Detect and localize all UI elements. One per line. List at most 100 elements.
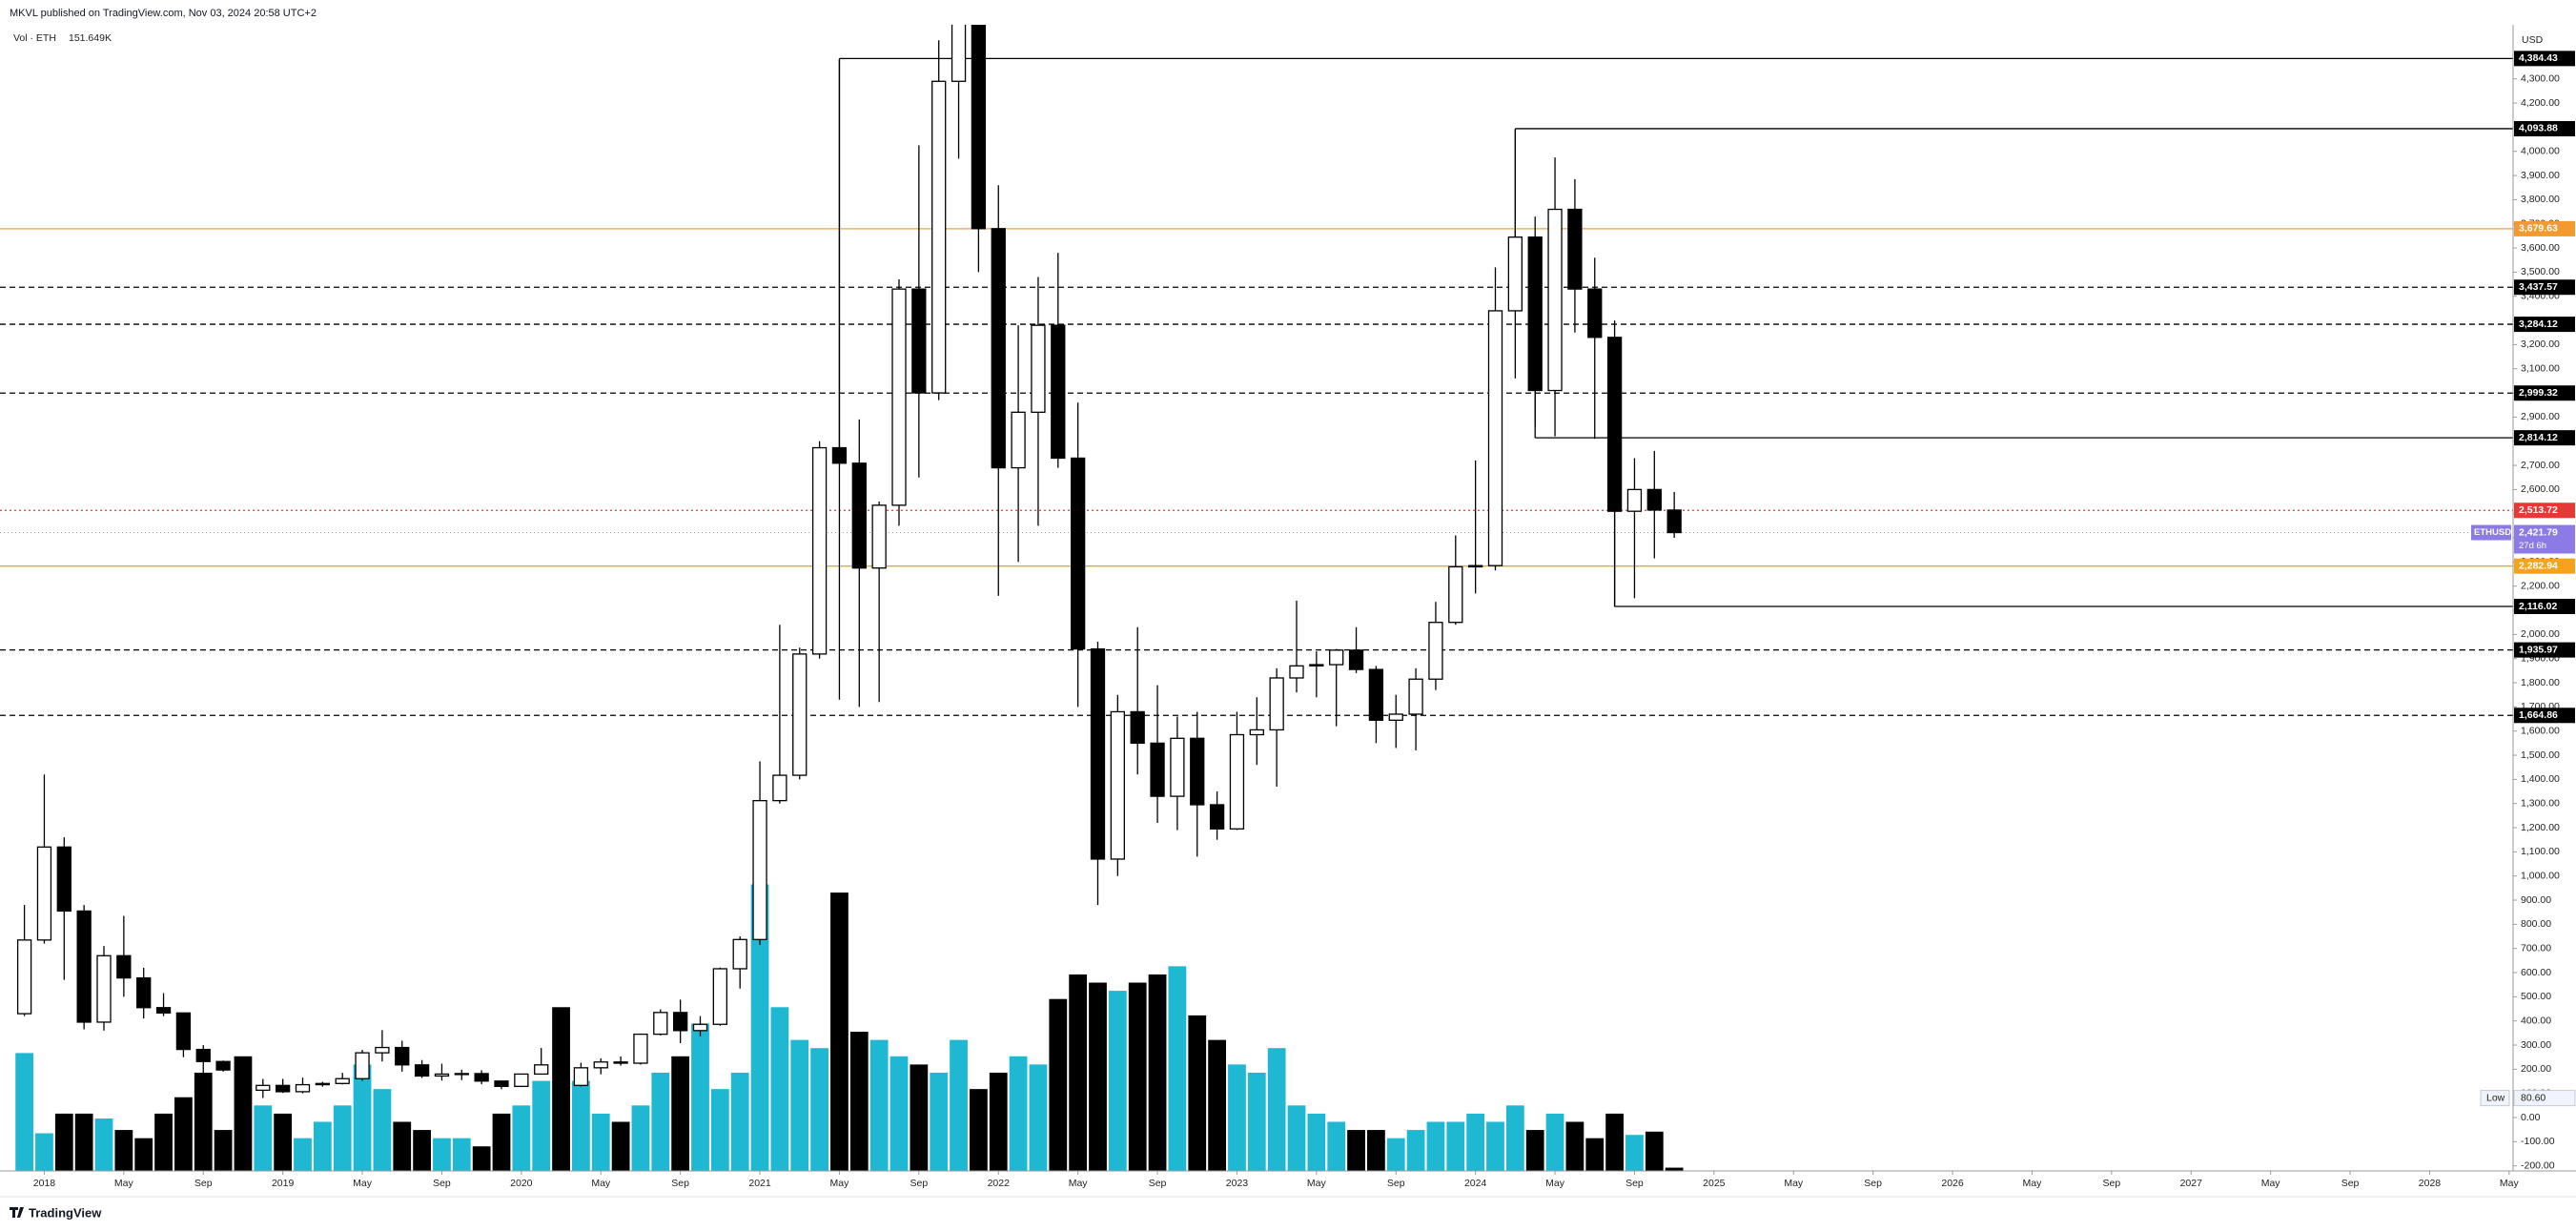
currency-label: USD: [2522, 34, 2544, 46]
volume-bar: [1605, 1113, 1624, 1171]
level-tag: [2514, 279, 2575, 296]
footer-logo: [10, 1207, 24, 1218]
volume-legend-name: Vol · ETH: [13, 32, 56, 44]
volume-bar: [1267, 1048, 1286, 1171]
candle-body: [335, 1077, 350, 1084]
y-tick-label: -100.00: [2521, 1136, 2555, 1147]
low-tag-name: Low: [2486, 1092, 2505, 1103]
x-tick-label: May: [1069, 1178, 1089, 1189]
candle-body: [1348, 649, 1364, 670]
candle-body: [96, 954, 112, 1023]
candle-body: [1527, 236, 1543, 392]
y-tick-label: 0.00: [2521, 1112, 2541, 1123]
candle-body: [891, 288, 907, 506]
candle-body: [1209, 804, 1225, 830]
x-tick-label: Sep: [1864, 1178, 1882, 1189]
candle-body: [355, 1052, 370, 1079]
candle-body: [673, 1012, 688, 1032]
y-tick-label: 1,600.00: [2521, 725, 2560, 736]
volume-bar: [750, 884, 769, 1171]
candle-body: [1329, 649, 1344, 666]
y-tick-label: 800.00: [2521, 918, 2551, 930]
y-tick-label: 3,500.00: [2521, 266, 2560, 277]
volume-bar: [54, 1113, 73, 1171]
candle-body: [454, 1073, 469, 1076]
x-tick-label: Sep: [671, 1178, 689, 1189]
volume-bar: [413, 1130, 431, 1171]
volume-bar: [869, 1039, 889, 1171]
candle-body: [215, 1060, 231, 1071]
x-tick-label: 2027: [2180, 1178, 2203, 1189]
candle-body: [1587, 288, 1603, 339]
level-tag: [2514, 598, 2575, 614]
header: MKVL published on TradingView.com, Nov 0…: [10, 8, 317, 19]
x-tick-label: 2026: [1941, 1178, 1964, 1189]
y-tick-label: 900.00: [2521, 894, 2551, 906]
candle-body: [1229, 733, 1245, 830]
y-tick-label: 2,700.00: [2521, 460, 2560, 471]
candle-body: [1547, 208, 1563, 392]
level-tag: [2514, 642, 2575, 658]
candle-body: [155, 1007, 172, 1014]
candle-body: [195, 1048, 211, 1062]
volume-bar: [1386, 1138, 1405, 1171]
y-tick-label: 4,000.00: [2521, 146, 2560, 157]
x-tick-label: 2023: [1226, 1178, 1249, 1189]
x-tick-label: Sep: [1149, 1178, 1167, 1189]
candle-body: [1289, 665, 1304, 679]
candle-body: [653, 1012, 668, 1036]
x-tick-label: 2028: [2419, 1178, 2442, 1189]
volume-bar: [1565, 1121, 1584, 1171]
candle-body: [1388, 713, 1403, 721]
volume-bar: [910, 1064, 929, 1171]
candle-body: [414, 1064, 430, 1077]
volume-bar: [1228, 1064, 1246, 1171]
volume-bar: [1545, 1113, 1564, 1171]
level-tag: [2514, 558, 2575, 574]
volume-bar: [74, 1113, 93, 1171]
level-tag: [2514, 120, 2575, 136]
volume-bar: [452, 1138, 471, 1171]
last-price-tag: [2514, 524, 2575, 554]
y-tick-label: 2,200.00: [2521, 580, 2560, 591]
low-tag-box: [2480, 1090, 2510, 1107]
candle-body: [295, 1083, 311, 1093]
x-tick-label: 2019: [272, 1178, 295, 1189]
symbol-tag: [2471, 524, 2511, 541]
candle-body: [1011, 411, 1026, 469]
last-price-label: 2,421.79: [2519, 526, 2558, 538]
candle-body: [1170, 737, 1185, 797]
candle-body: [175, 1012, 192, 1051]
volume-bar: [393, 1121, 412, 1171]
volume-bar: [1208, 1039, 1226, 1171]
candle-body: [434, 1073, 450, 1077]
volume-bar: [1505, 1105, 1524, 1171]
x-tick-label: May: [2261, 1178, 2281, 1189]
volume-bar: [770, 1007, 789, 1171]
candle-body: [851, 462, 867, 569]
volume-bar: [194, 1072, 213, 1171]
candle-body: [534, 1064, 549, 1076]
y-tick-label: 1,500.00: [2521, 749, 2560, 761]
volume-bar: [691, 1023, 709, 1171]
x-tick-label: May: [353, 1178, 373, 1189]
candle-body: [116, 954, 132, 979]
candle-body: [1090, 647, 1106, 860]
x-tick-label: 2020: [510, 1178, 533, 1189]
candle-body: [76, 910, 92, 1023]
low-tag-value: 80.60: [2521, 1092, 2545, 1103]
y-tick-label: 1,000.00: [2521, 870, 2560, 881]
volume-bar: [134, 1138, 153, 1171]
volume-bar: [970, 1089, 988, 1171]
volume-bar: [1625, 1135, 1644, 1171]
candle-body: [1408, 678, 1423, 715]
volume-bar: [313, 1121, 332, 1171]
y-tick-label: 2,000.00: [2521, 628, 2560, 640]
candle-body: [1031, 324, 1046, 413]
candle-body: [235, 1069, 251, 1092]
volume-bar: [830, 892, 848, 1171]
volume-bar: [15, 1053, 33, 1171]
volume-bar: [1406, 1130, 1425, 1171]
candle-body: [494, 1080, 509, 1087]
